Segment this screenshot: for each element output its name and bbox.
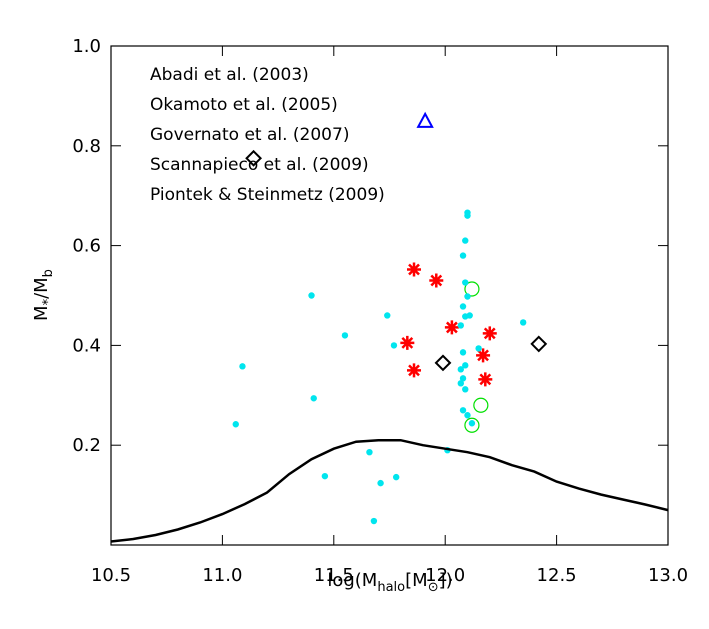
y-axis-label: M*/Mb [31, 269, 56, 321]
legend-entry: Abadi et al. (2003) [150, 65, 309, 85]
asterisk-marker [407, 363, 422, 378]
x-label-part: log(M [327, 570, 377, 591]
dot-marker [464, 293, 471, 300]
model-curve [110, 438, 669, 543]
y-tick-label: 0.8 [72, 136, 101, 157]
asterisk-marker [400, 335, 415, 350]
legend-entry: Okamoto et al. (2005) [150, 95, 338, 115]
y-tick-label: 0.4 [72, 335, 101, 356]
dot-marker [462, 237, 469, 244]
legend-entry: Scannapieco et al. (2009) [150, 155, 369, 175]
x-tick-label: 12.5 [537, 565, 577, 586]
dot-marker [390, 342, 398, 349]
x-label-sub: ⊙ [428, 580, 439, 595]
y-tick-label: 0.2 [72, 435, 101, 456]
dot-marker [462, 279, 469, 286]
x-tick-label: 11.5 [314, 565, 354, 586]
dot-marker [459, 407, 467, 414]
x-axis-label: log(Mhalo[M⊙]) [327, 570, 452, 595]
diamond-marker [434, 354, 452, 372]
dot-marker [366, 448, 373, 456]
dot-marker [459, 349, 467, 356]
circle-marker [473, 397, 489, 413]
y-tick-label: 0.6 [72, 236, 101, 257]
dot-marker [462, 386, 469, 393]
dot-marker [239, 363, 246, 370]
diamond-marker [245, 149, 263, 167]
asterisk-marker [407, 262, 422, 277]
dot-marker [464, 412, 471, 419]
dot-marker [457, 380, 464, 387]
dot-marker [341, 332, 349, 339]
dot-marker [457, 322, 464, 329]
x-tick-label: 11.0 [202, 565, 242, 586]
triangle-marker [416, 111, 434, 128]
plot-frame [110, 45, 669, 546]
y-label-sub: * [41, 298, 56, 305]
dot-marker [370, 517, 378, 525]
dot-marker [459, 252, 467, 259]
x-label-sub: halo [377, 580, 405, 595]
dot-marker [232, 421, 239, 428]
dot-marker [457, 366, 464, 373]
dot-marker [462, 362, 469, 369]
dot-marker [384, 312, 391, 319]
y-label-part: M [31, 305, 52, 321]
x-label-part: [M [405, 570, 428, 591]
x-label-part: ]) [439, 570, 453, 591]
dot-marker [459, 375, 467, 382]
y-label-sub: b [41, 269, 56, 277]
dot-marker [468, 420, 476, 427]
dot-marker [392, 473, 400, 481]
asterisk-marker [482, 326, 497, 341]
y-label-part: /M [31, 277, 52, 299]
asterisk-marker [476, 348, 491, 363]
dot-marker [462, 313, 469, 320]
dot-marker [310, 395, 317, 402]
circle-marker [464, 417, 480, 433]
diamond-marker [530, 335, 548, 353]
asterisk-marker [478, 372, 493, 387]
dot-marker [519, 319, 527, 326]
x-tick-label: 13.0 [648, 565, 688, 586]
asterisk-marker [444, 320, 459, 335]
asterisk-marker [429, 273, 444, 288]
y-tick-label: 1.0 [72, 36, 101, 57]
dot-marker [464, 212, 471, 219]
legend-entry: Governato et al. (2007) [150, 125, 349, 145]
dot-marker [321, 472, 329, 480]
dot-marker [308, 292, 315, 299]
x-tick-label: 12.0 [425, 565, 465, 586]
legend-entry: Piontek & Steinmetz (2009) [150, 185, 385, 205]
dot-marker [377, 479, 384, 487]
circle-marker [464, 281, 480, 297]
x-tick-label: 10.5 [91, 565, 131, 586]
dot-marker [475, 345, 482, 352]
dot-marker [459, 303, 467, 310]
